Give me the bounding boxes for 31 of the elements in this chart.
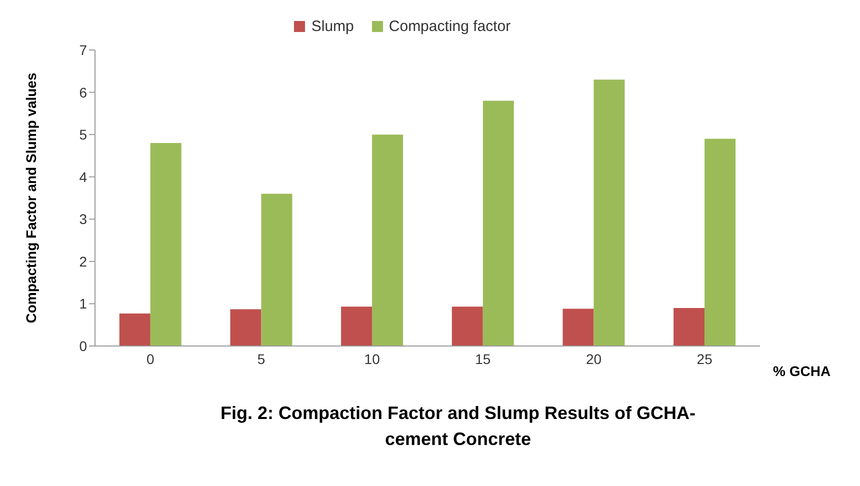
bar — [261, 194, 292, 346]
bar — [119, 313, 150, 346]
bar — [704, 138, 736, 346]
bar — [674, 308, 705, 346]
bar — [341, 306, 372, 346]
text: Fig. 2: Compaction Factor and Slump Results of GCHA-cement Concrete — [219, 402, 697, 451]
y-tick-label: 6 — [79, 84, 88, 100]
legend-label: Slump — [311, 18, 354, 35]
y-tick-label: 3 — [79, 211, 88, 228]
bar — [482, 100, 514, 346]
y-tick-label: 1 — [79, 296, 88, 312]
y-tick-label: 2 — [79, 253, 88, 270]
y-tick-label: 5 — [79, 126, 88, 143]
x-axis-title: % GCHA — [773, 363, 831, 379]
bar — [452, 306, 483, 346]
bar — [594, 80, 625, 346]
x-tick-label: 10 — [364, 350, 380, 367]
y-axis-title: Compacting Factor and Slump values — [22, 72, 39, 324]
y-tick-label: 4 — [79, 168, 88, 185]
legend-label: Compacting factor — [388, 18, 511, 35]
x-tick-label: 5 — [257, 350, 266, 367]
y-tick-label: 0 — [79, 338, 88, 354]
y-tick-label: 7 — [79, 42, 88, 58]
bar — [372, 134, 404, 346]
bar — [562, 308, 594, 346]
x-tick-label: 25 — [696, 350, 713, 367]
bar — [150, 143, 182, 346]
x-tick-label: 0 — [146, 350, 155, 367]
x-tick-label: 20 — [586, 350, 602, 367]
x-tick-label: 15 — [475, 350, 491, 367]
bar — [230, 309, 262, 346]
